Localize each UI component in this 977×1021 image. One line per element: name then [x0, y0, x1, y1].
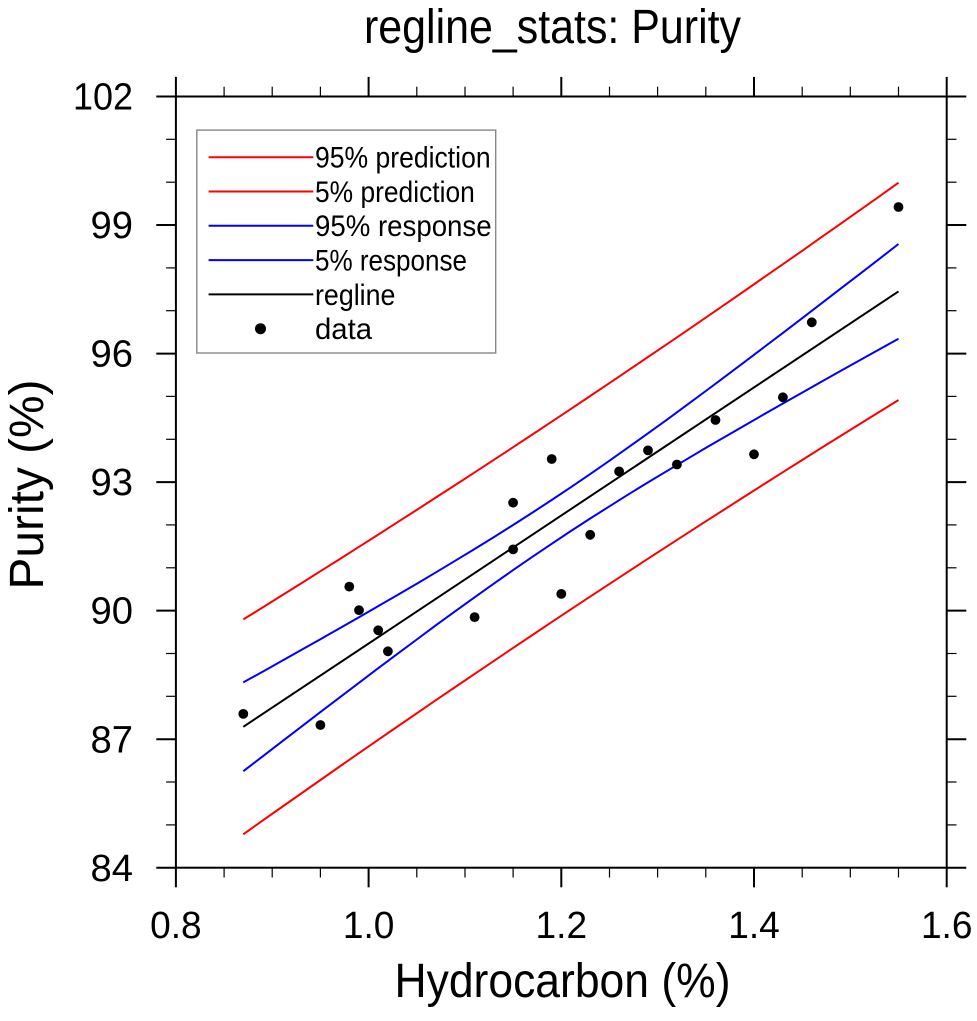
svg-text:1.4: 1.4 [728, 905, 780, 947]
svg-text:93: 93 [91, 462, 134, 504]
svg-text:0.8: 0.8 [150, 905, 202, 947]
svg-text:102: 102 [73, 77, 133, 119]
svg-text:90: 90 [91, 591, 134, 633]
svg-text:Purity (%): Purity (%) [1, 380, 54, 590]
svg-text:5% response: 5% response [315, 245, 467, 278]
svg-text:1.0: 1.0 [343, 905, 395, 947]
svg-text:95% response: 95% response [315, 210, 492, 243]
svg-text:84: 84 [91, 848, 134, 890]
svg-text:Hydrocarbon (%): Hydrocarbon (%) [395, 955, 731, 1008]
svg-text:95% prediction: 95% prediction [315, 142, 491, 175]
svg-text:5% prediction: 5% prediction [315, 176, 475, 209]
svg-text:1.2: 1.2 [536, 905, 588, 947]
svg-text:data: data [315, 313, 372, 346]
svg-text:regline: regline [315, 279, 395, 312]
svg-text:87: 87 [91, 719, 134, 761]
svg-text:99: 99 [91, 205, 134, 247]
svg-text:1.6: 1.6 [921, 905, 973, 947]
svg-text:96: 96 [91, 334, 134, 376]
svg-text:regline_stats: Purity: regline_stats: Purity [364, 1, 741, 54]
